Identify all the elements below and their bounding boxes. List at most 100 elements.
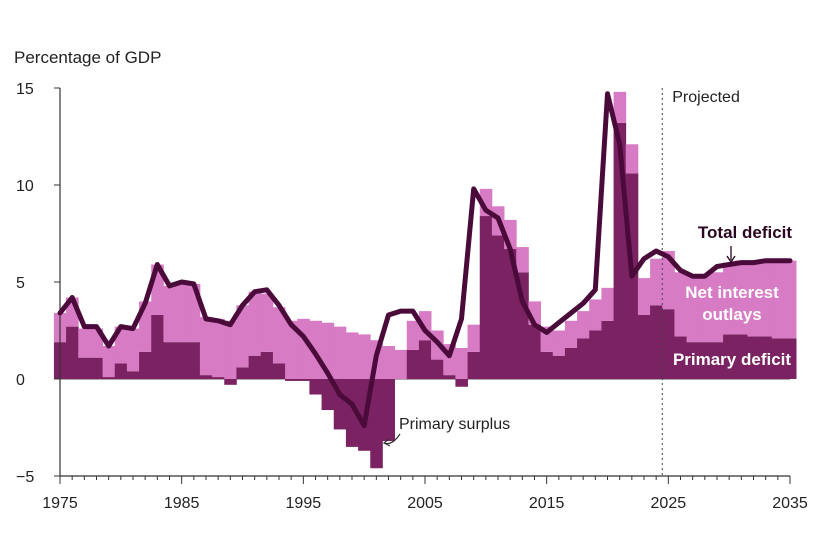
bar-net-interest: [577, 311, 590, 339]
bar-primary-deficit: [151, 314, 164, 379]
bar-net-interest: [175, 282, 189, 343]
x-tick-label: 2005: [407, 495, 443, 512]
bar-primary-surplus: [455, 379, 468, 387]
bar-primary-deficit: [443, 375, 456, 379]
bar-net-interest: [735, 260, 748, 335]
y-tick-label: 15: [16, 81, 34, 98]
x-tick-label: 1975: [42, 495, 78, 512]
bar-net-interest: [126, 328, 140, 372]
bar-primary-surplus: [224, 379, 237, 385]
bar-net-interest: [212, 318, 225, 378]
x-tick-label: 1995: [286, 495, 322, 512]
bar-primary-deficit: [491, 235, 505, 379]
bar-net-interest: [224, 320, 237, 379]
x-tick-label: 1985: [164, 495, 200, 512]
bar-net-interest: [394, 349, 408, 379]
bar-net-interest: [698, 274, 712, 343]
bar-primary-deficit: [114, 363, 128, 379]
bar-primary-deficit: [564, 347, 578, 379]
x-tick-label: 2015: [529, 495, 565, 512]
projection-label: Projected: [672, 89, 740, 106]
bar-primary-surplus: [309, 379, 322, 395]
bar-primary-deficit: [723, 334, 736, 379]
bar-net-interest: [272, 307, 286, 364]
bar-primary-deficit: [528, 324, 541, 379]
x-tick-label: 2025: [651, 495, 687, 512]
bar-net-interest: [78, 328, 91, 358]
bar-net-interest: [345, 332, 359, 379]
bar-net-interest: [723, 262, 736, 335]
bar-primary-deficit: [406, 349, 420, 379]
bar-primary-deficit: [212, 377, 225, 379]
bar-primary-deficit: [418, 340, 432, 379]
bar-primary-deficit: [552, 355, 566, 379]
bar-net-interest: [637, 278, 651, 315]
y-tick-label: 5: [16, 275, 25, 292]
bar-primary-deficit: [783, 338, 797, 379]
bar-primary-deficit: [710, 342, 724, 379]
y-tick-label: 0: [16, 372, 25, 389]
bar-primary-deficit: [236, 367, 249, 379]
bar-primary-deficit: [175, 342, 189, 379]
projection-marker: Projected: [661, 88, 740, 476]
bar-primary-surplus: [297, 379, 310, 381]
bar-primary-deficit: [199, 375, 213, 379]
bar-net-interest: [163, 285, 176, 343]
y-axis-title: Percentage of GDP: [14, 48, 162, 67]
y-tick-label: 10: [16, 178, 34, 195]
bar-primary-deficit: [431, 359, 444, 379]
bar-net-interest: [564, 320, 578, 348]
bar-primary-deficit: [163, 342, 176, 379]
bar-net-interest: [406, 320, 420, 350]
bar-primary-deficit: [601, 320, 614, 379]
bar-primary-deficit: [589, 330, 602, 379]
bar-primary-deficit: [66, 326, 79, 379]
primary-surplus-arrowhead: [382, 438, 391, 447]
y-tick-label: −5: [16, 469, 34, 486]
bar-primary-deficit: [126, 371, 140, 379]
bar-net-interest: [674, 272, 687, 337]
bar-primary-deficit: [674, 336, 687, 379]
bar-net-interest: [759, 260, 773, 337]
axes: [54, 87, 791, 484]
bar-primary-deficit: [637, 314, 651, 379]
bar-primary-deficit: [248, 355, 262, 379]
bar-net-interest: [783, 260, 797, 339]
bar-net-interest: [613, 91, 627, 123]
bar-net-interest: [358, 334, 371, 379]
total-deficit-arrowhead: [726, 255, 736, 264]
bar-primary-deficit: [78, 357, 91, 379]
bar-primary-surplus: [345, 379, 359, 447]
bar-primary-deficit: [479, 216, 493, 379]
bar-primary-deficit: [90, 357, 103, 379]
net-interest-label: outlays: [702, 305, 762, 324]
bar-net-interest: [686, 276, 700, 343]
bar-net-interest: [662, 250, 675, 310]
bar-primary-deficit: [504, 249, 517, 379]
bar-primary-deficit: [650, 305, 663, 379]
bar-primary-deficit: [735, 334, 748, 379]
bar-net-interest: [285, 320, 298, 379]
bar-net-interest: [236, 305, 249, 368]
bar-primary-deficit: [662, 309, 675, 379]
bar-primary-surplus: [382, 379, 395, 442]
bar-primary-deficit: [577, 338, 590, 379]
primary-surplus-label: Primary surplus: [399, 416, 510, 433]
bar-primary-deficit: [771, 338, 785, 379]
bar-net-interest: [601, 287, 614, 321]
bar-primary-deficit: [467, 351, 481, 379]
net-interest-label: Net interest: [685, 283, 779, 302]
tick-labels: 15 10 5 0 −5 1975 1985 1995 2005 2015 2025 2035: [16, 81, 808, 512]
bar-net-interest: [516, 247, 529, 273]
bar-primary-deficit: [686, 342, 700, 379]
bar-net-interest: [102, 346, 116, 378]
bar-net-interest: [650, 258, 663, 306]
total-deficit-label: Total deficit: [698, 223, 792, 242]
bar-primary-surplus: [370, 379, 383, 469]
bar-primary-deficit: [260, 351, 274, 379]
primary-deficit-label: Primary deficit: [673, 350, 791, 369]
bar-net-interest: [455, 347, 468, 379]
bar-primary-deficit: [747, 336, 760, 379]
bar-primary-deficit: [187, 342, 201, 379]
bar-net-interest: [467, 324, 481, 352]
